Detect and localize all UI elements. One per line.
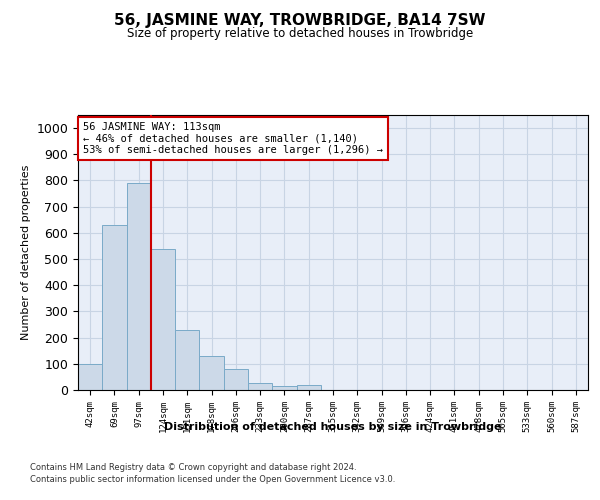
Text: Distribution of detached houses by size in Trowbridge: Distribution of detached houses by size … (164, 422, 502, 432)
Bar (272, 386, 296, 390)
Text: Contains HM Land Registry data © Crown copyright and database right 2024.: Contains HM Land Registry data © Crown c… (30, 462, 356, 471)
Text: 56, JASMINE WAY, TROWBRIDGE, BA14 7SW: 56, JASMINE WAY, TROWBRIDGE, BA14 7SW (114, 12, 486, 28)
Bar (127, 183, 151, 390)
Bar (248, 384, 272, 390)
Text: Size of property relative to detached houses in Trowbridge: Size of property relative to detached ho… (127, 28, 473, 40)
Text: Contains public sector information licensed under the Open Government Licence v3: Contains public sector information licen… (30, 475, 395, 484)
Bar (151, 248, 175, 390)
Bar (102, 225, 127, 390)
Bar (296, 385, 321, 390)
Bar (224, 369, 248, 390)
Text: 56 JASMINE WAY: 113sqm
← 46% of detached houses are smaller (1,140)
53% of semi-: 56 JASMINE WAY: 113sqm ← 46% of detached… (83, 122, 383, 155)
Bar (175, 330, 199, 390)
Bar (199, 356, 224, 390)
Bar (78, 364, 102, 390)
Y-axis label: Number of detached properties: Number of detached properties (21, 165, 31, 340)
